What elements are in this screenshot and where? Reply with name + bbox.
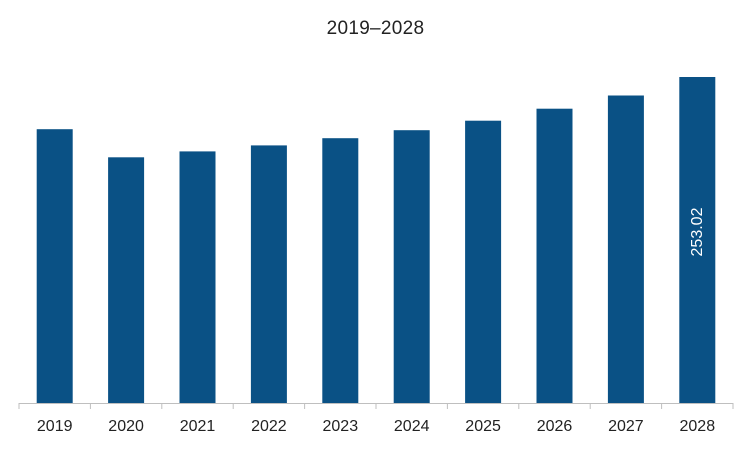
bar-2021 (179, 151, 216, 403)
x-tick-label: 2028 (680, 418, 716, 435)
bar-2020 (108, 157, 145, 403)
x-tick-label: 2025 (465, 418, 501, 435)
x-tick-label: 2022 (251, 418, 287, 435)
x-tick-label: 2026 (537, 418, 573, 435)
bar-2025 (465, 120, 502, 403)
x-tick-label: 2021 (180, 418, 216, 435)
x-tick-label: 2027 (608, 418, 644, 435)
bar-2028 (679, 77, 716, 403)
bar-2027 (607, 95, 644, 403)
bar-2026 (536, 108, 573, 403)
data-label-2028: 253.02 (689, 207, 706, 256)
bar-2022 (250, 145, 287, 403)
bar-2023 (322, 138, 359, 403)
x-tick-label: 2023 (323, 418, 359, 435)
x-tick-label: 2020 (108, 418, 144, 435)
x-tick-label: 2024 (394, 418, 430, 435)
x-tick-label: 2019 (37, 418, 73, 435)
bar-2019 (36, 129, 73, 403)
data-labels-layer: 253.02 (689, 207, 706, 256)
chart-title: 2019–2028 (326, 18, 425, 39)
bars-layer (36, 77, 716, 403)
bar-2024 (393, 130, 430, 403)
x-axis: 2019 2020 2021 2022 2023 2024 2025 2026 2027 2028 (18, 403, 734, 435)
